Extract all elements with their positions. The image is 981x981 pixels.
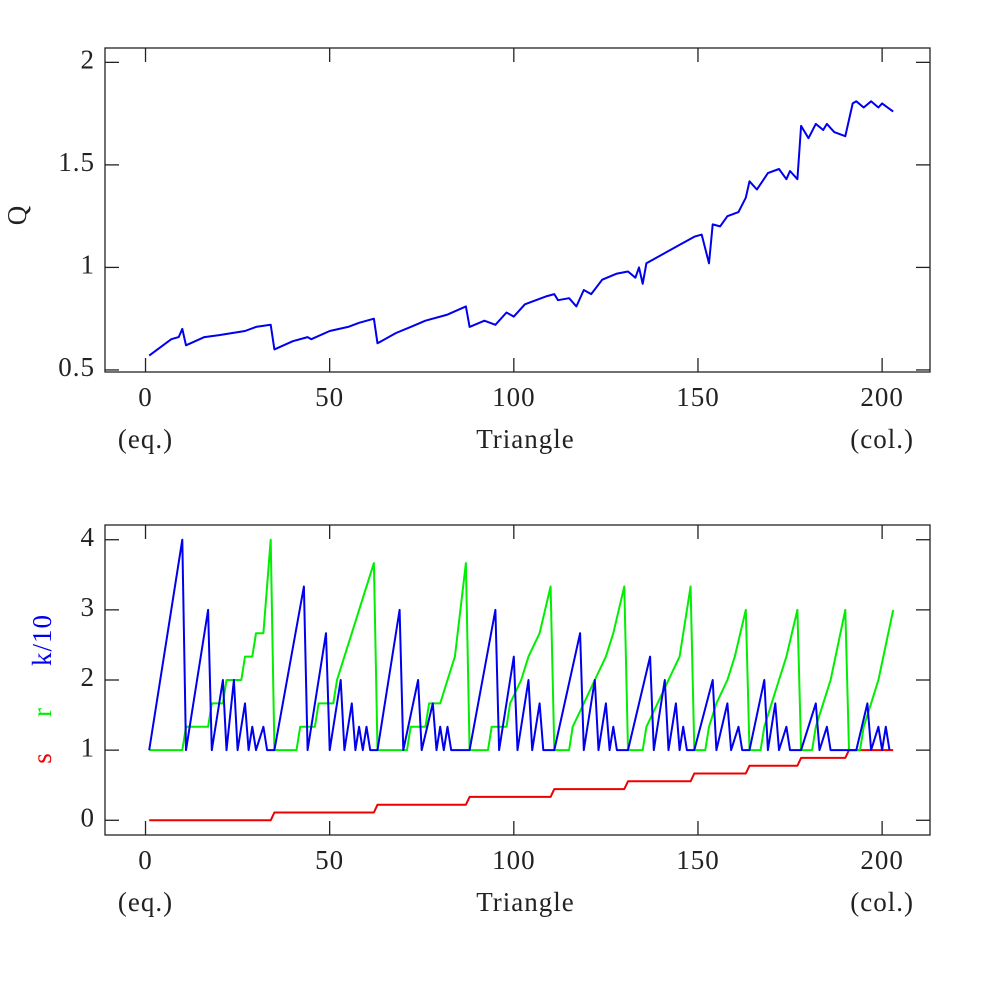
y-axis-series-label: k/10 [27, 614, 57, 666]
x-tick-label: 200 [860, 845, 904, 875]
y-tick-label: 0 [81, 802, 96, 832]
series-line [148, 100, 894, 357]
series-line [148, 538, 891, 752]
x-axis-label: Triangle [476, 424, 575, 454]
x-tick-label: 0 [138, 845, 153, 875]
x-tick-label: 0 [138, 382, 153, 412]
y-tick-label: 2 [81, 45, 96, 75]
x-axis-label: Triangle [476, 887, 575, 917]
x-end-label: (eq.) [118, 887, 173, 917]
x-tick-label: 50 [315, 382, 344, 412]
x-end-label: (col.) [850, 424, 914, 454]
plot-frame [104, 47, 931, 373]
x-tick-label: 100 [492, 845, 536, 875]
y-tick-label: 1.5 [58, 147, 95, 177]
x-tick-label: 200 [860, 382, 904, 412]
y-tick-label: 2 [81, 662, 96, 692]
x-end-label: (col.) [850, 887, 914, 917]
y-axis-series-label: s [27, 752, 57, 764]
x-tick-label: 150 [676, 845, 720, 875]
x-tick-label: 50 [315, 845, 344, 875]
y-tick-label: 1 [81, 732, 96, 762]
y-axis-label: Q [2, 205, 32, 226]
y-tick-label: 1 [81, 250, 96, 280]
y-axis-series-label: r [27, 707, 57, 717]
y-tick-label: 0.5 [58, 352, 95, 382]
series-line [149, 538, 895, 752]
x-tick-label: 150 [676, 382, 720, 412]
y-tick-label: 4 [81, 522, 96, 552]
x-end-label: (eq.) [118, 424, 173, 454]
x-tick-label: 100 [492, 382, 536, 412]
series-line [149, 749, 894, 822]
y-tick-label: 3 [81, 592, 96, 622]
